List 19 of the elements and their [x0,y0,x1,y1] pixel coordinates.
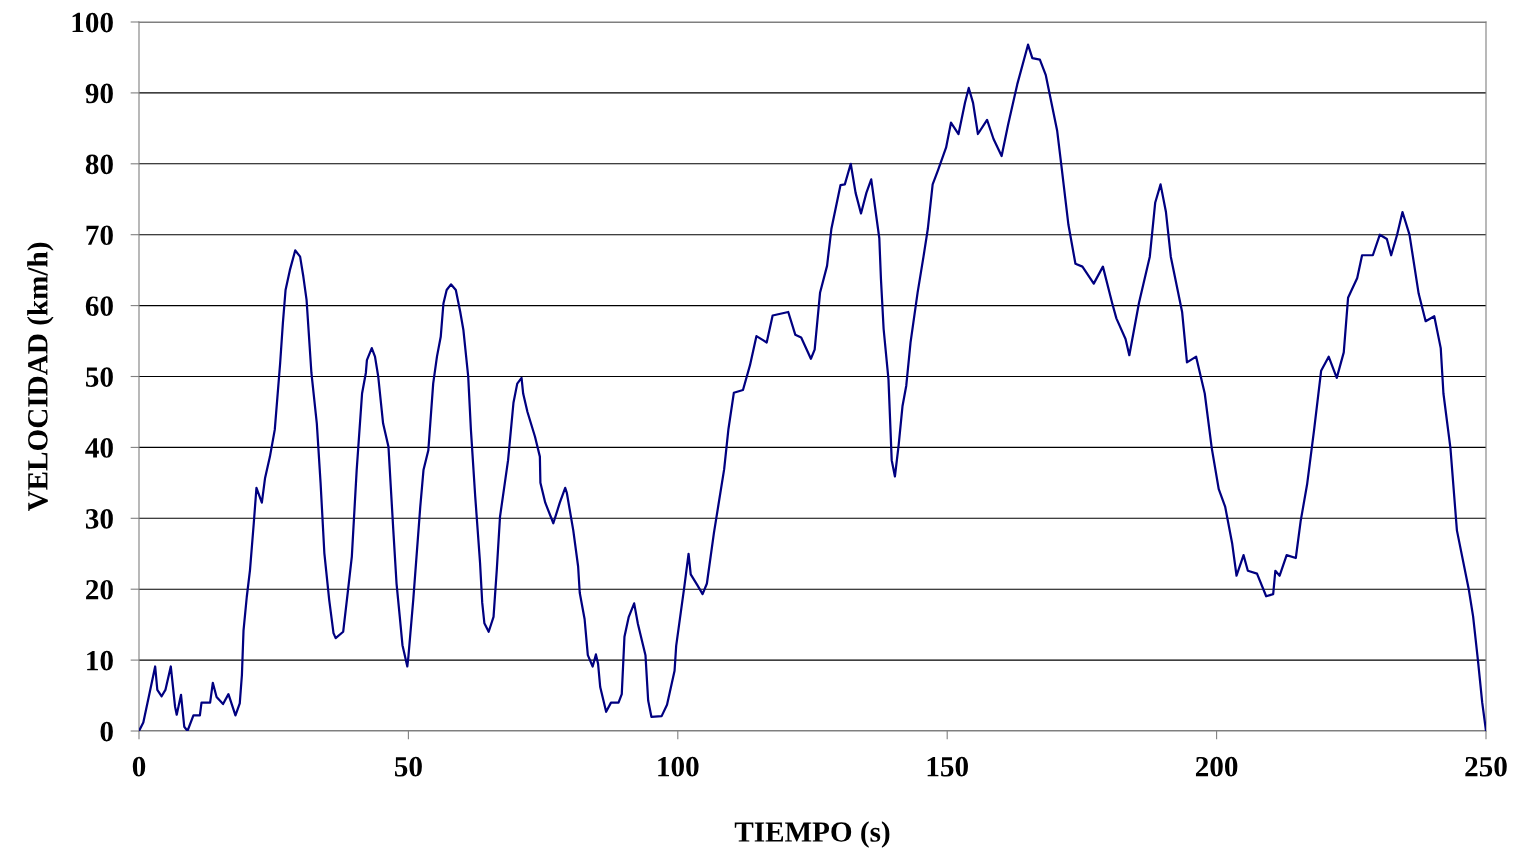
y-tick-label: 20 [86,579,113,600]
x-tick-label: 0 [132,756,146,777]
y-tick-label: 0 [100,721,113,742]
y-tick-label: 90 [85,83,113,104]
y-tick-label: 10 [87,650,113,671]
x-tick-label: 250 [1465,756,1507,777]
x-tick-label: 150 [927,756,968,777]
y-tick-label: 40 [85,438,113,458]
y-tick-label: 30 [85,509,113,529]
y-tick-label: 100 [72,12,113,33]
y-tick-label: 80 [85,154,113,175]
y-tick-label: 70 [86,225,113,246]
x-tick-label: 200 [1195,756,1238,777]
x-axis-title: TIEMPO (s) [734,821,890,848]
x-tick-label: 100 [658,756,699,777]
x-tick-label: 50 [394,756,422,777]
y-axis-title: VELOCIDAD (km/h) [27,242,54,512]
y-tick-label: 60 [85,296,113,317]
y-tick-label: 50 [86,367,113,387]
